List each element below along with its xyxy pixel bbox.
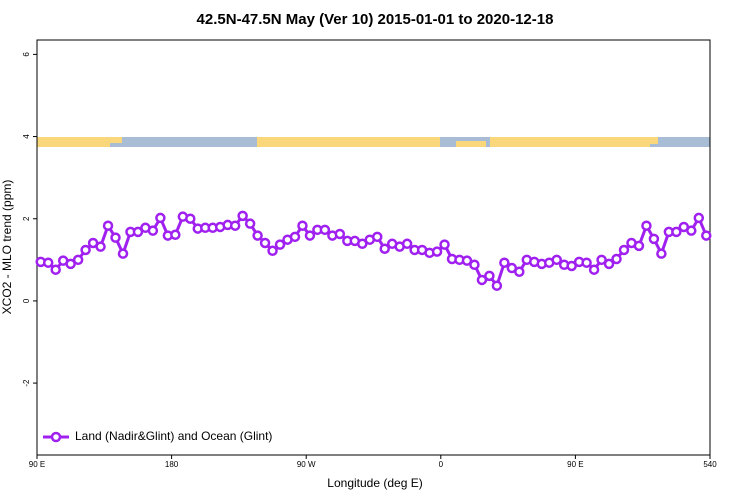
- legend-label: Land (Nadir&Glint) and Ocean (Glint): [75, 429, 272, 443]
- plot-frame: [36, 39, 711, 456]
- data-point: [244, 218, 256, 229]
- data-point: [95, 241, 106, 252]
- data-point: [551, 254, 562, 266]
- data-point: [701, 230, 712, 241]
- data-point: [491, 280, 503, 291]
- data-point: [371, 231, 383, 243]
- data-point: [170, 229, 181, 241]
- data-point: [252, 230, 263, 241]
- x-tick-label: 540: [703, 460, 717, 469]
- data-point: [274, 239, 286, 250]
- data-point: [484, 270, 495, 282]
- data-point: [439, 239, 450, 250]
- data-point: [267, 245, 278, 257]
- data-point: [297, 220, 308, 231]
- data-point: [401, 238, 413, 250]
- data-point: [319, 224, 331, 236]
- data-point: [289, 231, 301, 243]
- data-point: [65, 258, 76, 270]
- data-point: [132, 226, 144, 238]
- land-ocean-strip: [37, 137, 710, 147]
- data-point: [603, 258, 615, 270]
- data-point: [304, 230, 316, 241]
- data-point: [102, 220, 114, 231]
- y-tick-label: 0: [22, 298, 31, 303]
- data-point: [42, 257, 54, 268]
- data-point: [50, 264, 61, 275]
- data-point: [379, 243, 390, 254]
- data-point: [566, 260, 577, 272]
- x-tick-label: 0: [439, 460, 444, 469]
- data-point: [259, 237, 271, 249]
- data-point: [431, 246, 443, 257]
- x-tick-label: 180: [165, 460, 179, 469]
- data-point: [618, 244, 630, 256]
- data-point: [357, 238, 368, 250]
- data-point: [117, 248, 129, 259]
- data-point: [110, 232, 121, 243]
- data-point: [72, 254, 84, 266]
- data-point: [237, 210, 248, 222]
- data-point: [147, 225, 159, 236]
- data-point: [461, 255, 473, 266]
- x-axis-label: Longitude (deg E): [327, 476, 422, 490]
- y-tick-label: 2: [22, 216, 31, 221]
- data-point: [80, 244, 91, 256]
- data-point: [581, 257, 592, 268]
- data-point: [641, 220, 652, 231]
- data-point: [596, 254, 607, 266]
- x-tick-label: 90 E: [29, 460, 45, 469]
- y-tick-label: 4: [22, 134, 31, 139]
- data-point: [185, 213, 196, 224]
- y-tick-label: 6: [22, 52, 31, 57]
- data-point: [693, 212, 705, 224]
- data-point: [155, 212, 166, 224]
- data-point: [469, 259, 480, 271]
- data-point: [514, 266, 525, 277]
- y-axis-label: XCO2 - MLO trend (ppm): [0, 180, 14, 315]
- legend-marker: [50, 431, 62, 443]
- data-point: [588, 264, 600, 275]
- data-point: [476, 274, 488, 286]
- data-point: [334, 228, 346, 240]
- data-point: [686, 225, 697, 236]
- data-point: [611, 253, 622, 265]
- data-point: [648, 233, 660, 245]
- chart-title: 42.5N-47.5N May (Ver 10) 2015-01-01 to 2…: [197, 11, 554, 28]
- data-point: [229, 220, 241, 231]
- data-point: [633, 240, 645, 252]
- data-point: [671, 226, 682, 238]
- data-point: [656, 248, 667, 259]
- data-point: [499, 257, 510, 268]
- x-tick-label: 90 E: [567, 460, 583, 469]
- x-tick-label: 90 W: [297, 460, 316, 469]
- y-tick-label: -2: [22, 379, 31, 387]
